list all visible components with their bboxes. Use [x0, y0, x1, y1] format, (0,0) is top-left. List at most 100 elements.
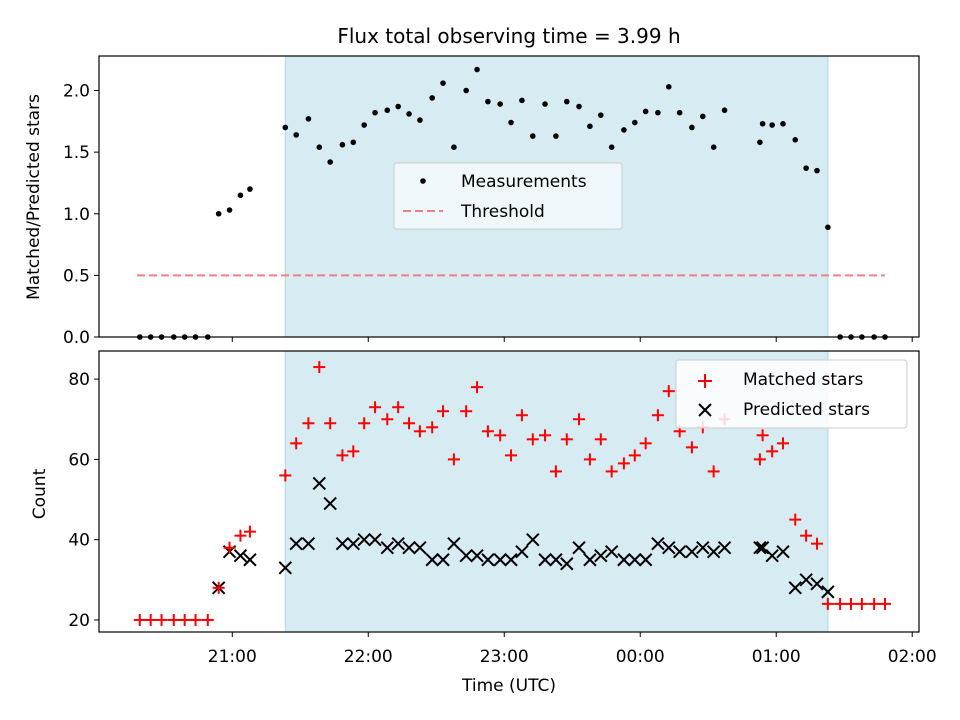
measurement-point — [519, 97, 525, 104]
matched-star-point — [834, 597, 847, 610]
matched-star-point — [526, 433, 539, 446]
x-tick-label: 21:00 — [208, 647, 257, 667]
predicted-star-point — [335, 536, 350, 551]
predicted-star-point — [651, 536, 665, 551]
predicted-star-point — [346, 536, 361, 551]
predicted-star-point — [753, 540, 767, 555]
measurement-point — [497, 101, 503, 107]
top-y-tick-label: 1.5 — [63, 143, 90, 163]
bottom-y-tick-label: 60 — [68, 450, 90, 470]
top-y-tick-label: 0.5 — [63, 266, 90, 286]
matched-star-point — [583, 453, 596, 466]
predicted-star-point — [662, 540, 676, 555]
x-tick-label: 23:00 — [480, 647, 529, 667]
measurement-point — [350, 139, 357, 146]
measurement-point — [576, 103, 582, 110]
predicted-star-point — [526, 532, 540, 547]
measurement-point — [282, 124, 289, 131]
predicted-star-point — [368, 532, 382, 547]
matched-star-point — [494, 429, 507, 442]
matched-star-point — [628, 449, 641, 462]
matched-star-point — [155, 613, 168, 626]
measurement-point — [689, 124, 695, 131]
top-y-tick-label: 2.0 — [63, 82, 90, 102]
predicted-star-point — [278, 561, 293, 575]
matched-star-point — [617, 457, 630, 470]
predicted-star-point — [357, 532, 371, 547]
matched-star-point — [662, 385, 675, 398]
measurement-point — [215, 210, 222, 217]
measurement-point — [759, 120, 766, 127]
predicted-star-point — [413, 540, 427, 555]
measurement-point — [587, 123, 593, 130]
measurement-point — [429, 95, 435, 101]
matched-star-point — [685, 441, 698, 454]
measurement-point — [676, 109, 683, 116]
predicted-star-point — [470, 549, 484, 563]
measurement-point — [372, 109, 378, 116]
legend-matched-label: Matched stars — [743, 370, 863, 390]
matched-star-point — [594, 433, 607, 446]
measurement-point — [699, 113, 706, 120]
matched-star-point — [573, 413, 586, 426]
predicted-star-point — [685, 545, 699, 559]
matched-star-point — [789, 513, 802, 526]
matched-star-point — [437, 405, 450, 418]
measurement-point — [814, 167, 820, 174]
matched-star-point — [505, 449, 518, 462]
predicted-star-point — [447, 536, 461, 551]
matched-star-point — [144, 613, 157, 626]
matched-star-point — [651, 409, 664, 422]
matched-star-point — [447, 453, 460, 466]
matched-star-point — [753, 453, 766, 466]
bottom-legend-box — [675, 359, 908, 429]
matched-star-point — [290, 437, 303, 450]
matched-star-point — [560, 433, 573, 446]
predicted-star-point — [504, 553, 518, 567]
matched-star-point — [811, 537, 824, 550]
legend-threshold-label: Threshold — [460, 202, 545, 222]
matched-star-point — [223, 541, 236, 554]
matched-star-point — [358, 417, 371, 430]
matched-star-point — [369, 401, 382, 414]
top-panel: 0.00.51.01.52.0 Matched/Predicted stars … — [24, 55, 920, 348]
predicted-star-point — [493, 553, 507, 567]
measurement-point — [769, 122, 775, 128]
predicted-star-point — [312, 476, 327, 491]
x-tick-label: 01:00 — [752, 647, 801, 667]
matched-star-point — [403, 417, 416, 430]
measurement-point — [293, 132, 299, 138]
matched-star-point — [347, 445, 360, 458]
predicted-star-point — [810, 577, 824, 591]
measurement-point — [440, 80, 446, 86]
x-tick-label: 22:00 — [344, 647, 393, 667]
predicted-star-point — [459, 549, 473, 563]
matched-star-point — [777, 437, 790, 450]
predicted-star-point — [617, 553, 631, 567]
predicted-star-point — [717, 540, 732, 555]
top-y-tick-label: 1.0 — [63, 205, 90, 225]
predicted-star-point — [425, 553, 439, 567]
predicted-star-point — [243, 553, 257, 567]
matched-star-point — [471, 381, 484, 394]
predicted-star-point — [481, 553, 495, 567]
matched-star-point — [639, 437, 652, 450]
measurement-point — [608, 144, 615, 151]
matched-star-point — [800, 529, 813, 542]
matched-star-point — [313, 361, 326, 374]
matched-star-point — [133, 613, 146, 626]
predicted-star-point — [402, 540, 416, 555]
predicted-star-point — [515, 545, 529, 559]
top-y-tick-label: 0.0 — [63, 328, 90, 348]
predicted-star-point — [549, 553, 563, 567]
legend-predicted-marker — [698, 403, 712, 417]
matched-star-point — [766, 445, 779, 458]
measurement-point — [631, 119, 638, 126]
measurement-point — [395, 103, 401, 110]
measurement-point — [721, 107, 728, 114]
top-y-axis-label: Matched/Predicted stars — [24, 94, 44, 300]
matched-star-point — [515, 409, 528, 422]
x-tick-label: 00:00 — [616, 647, 665, 667]
